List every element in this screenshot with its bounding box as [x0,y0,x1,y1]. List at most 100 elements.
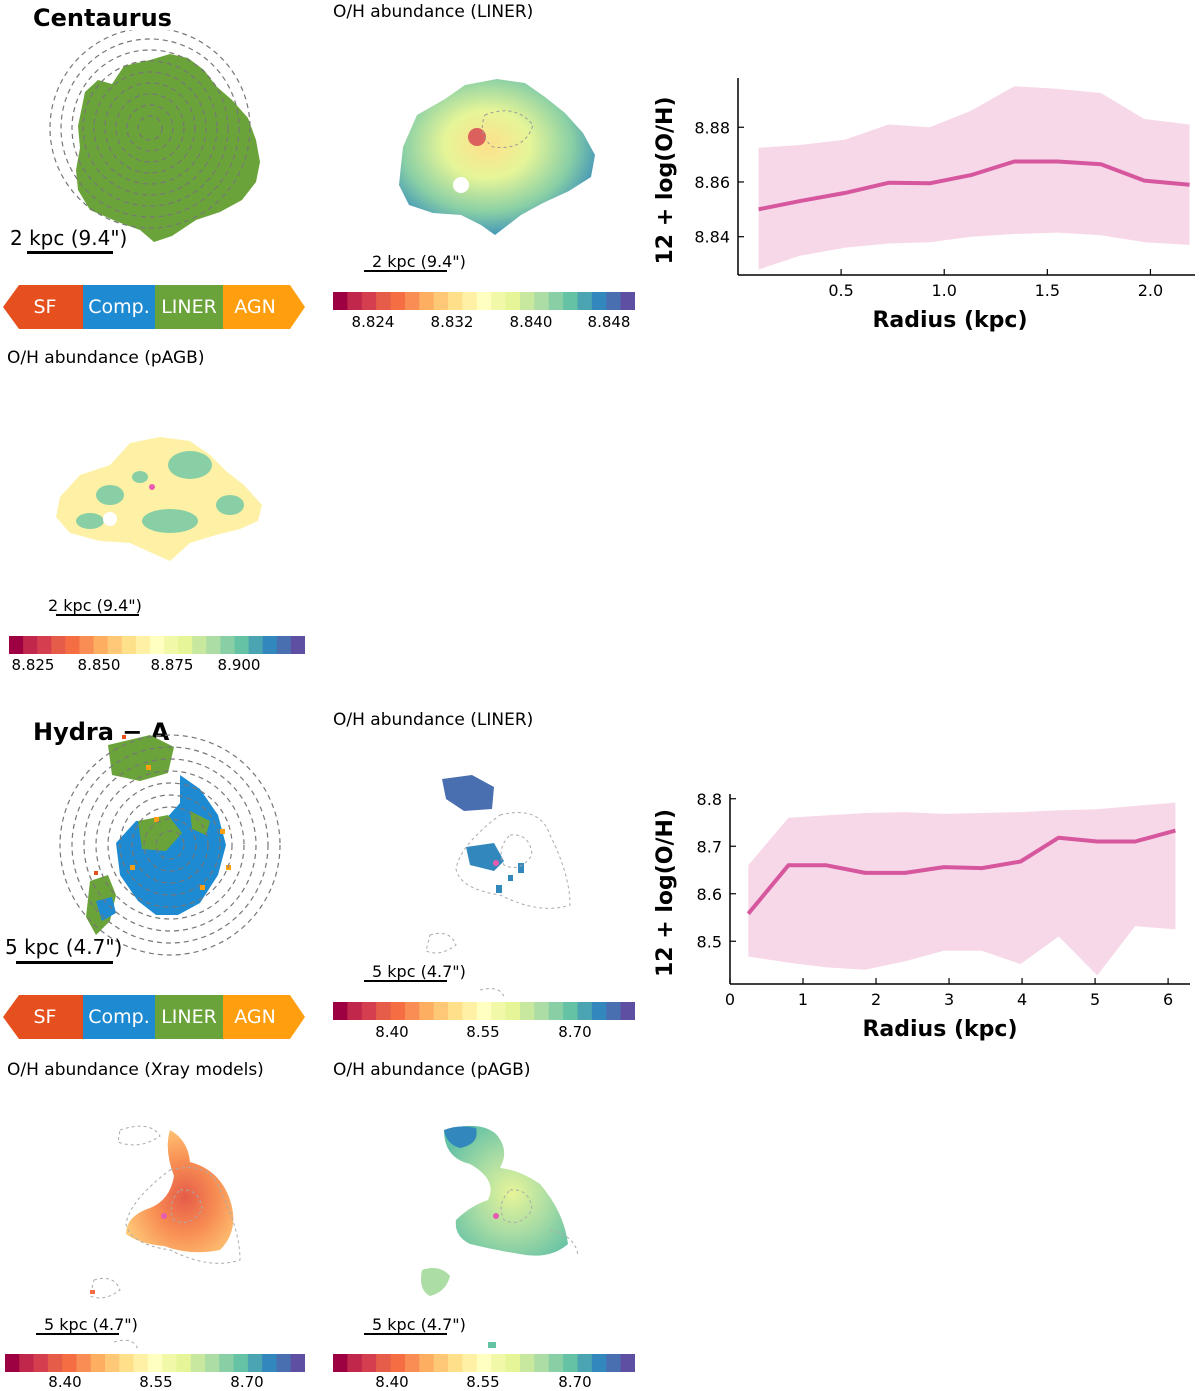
colorbar-cell [205,1354,220,1372]
colorbar-cell [9,636,24,654]
aperture-ring [60,38,240,218]
aperture-ring [137,115,163,141]
colorbar-cell [178,636,193,654]
colorbar-cell [262,636,278,654]
centaurus-pagb-scalebar [56,614,139,616]
y-tick-label: 8.88 [694,118,730,137]
centaurus-liner-hotspot [468,128,486,146]
legend-liner-label: LINER [161,296,217,318]
hydra-class-legend: SF Comp. LINER AGN [3,995,305,1039]
uncertainty-band [758,86,1190,270]
colorbar-cell [290,1354,305,1372]
colorbar-cell [491,1002,507,1020]
colorbar-cell [23,636,38,654]
colorbar-cell [404,1002,420,1020]
colorbar-cell [133,1354,149,1372]
colorbar-cell [519,1002,535,1020]
colorbar-cell [135,636,151,654]
aperture-ring [119,794,221,896]
centaurus-pagb-scale-label: 2 kpc (9.4") [48,596,142,615]
colorbar-cell [234,636,250,654]
colorbar-cell [206,636,222,654]
colorbar-cell [347,292,363,310]
hydra-class-region-north [108,735,174,781]
legend-agn-label: AGN [234,1006,276,1028]
colorbar-cell [448,1002,464,1020]
hydra-xray-scalebar [36,1333,119,1335]
x-tick-label: 1.0 [931,281,956,300]
legend-sf-label: SF [34,296,57,318]
colorbar-cell [563,292,579,310]
aperture-ring [131,806,209,884]
colorbar-cell [149,636,165,654]
cbar-tick: 8.825 [11,656,55,674]
hydra-xray-map [89,1125,241,1351]
legend-comp-label: Comp. [88,1006,150,1028]
colorbar-cell [390,292,406,310]
colorbar-cell [519,1354,535,1372]
x-tick-label: 1 [798,990,808,1009]
colorbar-cell [276,1354,292,1372]
centaurus-liner-colorbar [333,292,635,310]
hydra-liner-colorbar [333,1002,635,1020]
x-tick-label: 0.5 [828,281,853,300]
hydra-liner-center-marker [493,860,499,866]
colorbar-cell [79,636,95,654]
hydra-abundance-profile: 0 1 2 3 4 5 6 8.5 8.6 8.7 8.8 Radius (kpc) 12 + log(… [653,790,1190,1042]
series-line [758,159,1190,212]
centaurus-class-scalebar [27,251,113,254]
colorbar-cell [176,1354,192,1372]
cbar-tick: 8.70 [558,1373,592,1391]
colorbar-cell [620,1002,635,1020]
centaurus-aperture-rings [49,30,251,229]
y-axis-label: 12 + log(O/H) [653,809,678,977]
centaurus-pagb-patches [76,451,244,533]
colorbar-cell [147,1354,163,1372]
cbar-tick: 8.55 [466,1373,500,1391]
hydra-class-scale-label: 5 kpc (4.7") [5,935,123,959]
colorbar-cell [505,1002,521,1020]
hydra-xray-scale-label: 5 kpc (4.7") [44,1315,138,1334]
colorbar-cell [333,1354,348,1372]
cbar-tick: 8.55 [466,1023,500,1041]
colorbar-cell [93,636,109,654]
centaurus-class-scale-label: 2 kpc (9.4") [10,226,128,250]
colorbar-cell [548,1002,564,1020]
y-tick-label: 8.6 [697,885,722,904]
cbar-tick: 8.70 [230,1373,264,1391]
colorbar-cell [62,1354,78,1372]
hydra-xray-region [126,1130,234,1253]
colorbar-cell [563,1354,579,1372]
centaurus-liner-hole [453,177,469,193]
colorbar-cell [90,1354,106,1372]
hydra-liner-region-north [442,775,494,811]
colorbar-cell [548,1354,564,1372]
uncertainty-band [748,802,1176,976]
legend-sf-label: SF [34,1006,57,1028]
colorbar-cell [376,292,392,310]
x-tick-label: 4 [1017,990,1027,1009]
colorbar-cell [262,1354,278,1372]
aperture-ring [93,71,207,185]
y-tick-label: 8.7 [697,837,722,856]
cbar-tick: 8.55 [139,1373,173,1391]
y-axis-label: 12 + log(O/H) [653,96,678,264]
colorbar-cell [419,1002,435,1020]
hydra-xray-center-marker [161,1213,167,1219]
colorbar-cell [33,1354,49,1372]
colorbar-cell [404,292,420,310]
colorbar-cell [19,1354,35,1372]
cbar-tick: 8.40 [375,1023,409,1041]
colorbar-cell [534,292,550,310]
colorbar-cell [462,1002,478,1020]
aperture-ring [95,770,245,920]
x-tick-label: 6 [1163,990,1173,1009]
hydra-liner-title: O/H abundance (LINER) [333,710,534,730]
colorbar-cell [247,1354,263,1372]
centaurus-class-map [49,30,260,242]
x-tick-label: 1.5 [1035,281,1060,300]
aperture-ring [71,746,269,944]
hydra-liner-scalebar [364,980,447,982]
colorbar-cell [448,1354,464,1372]
colorbar-cell [65,636,81,654]
